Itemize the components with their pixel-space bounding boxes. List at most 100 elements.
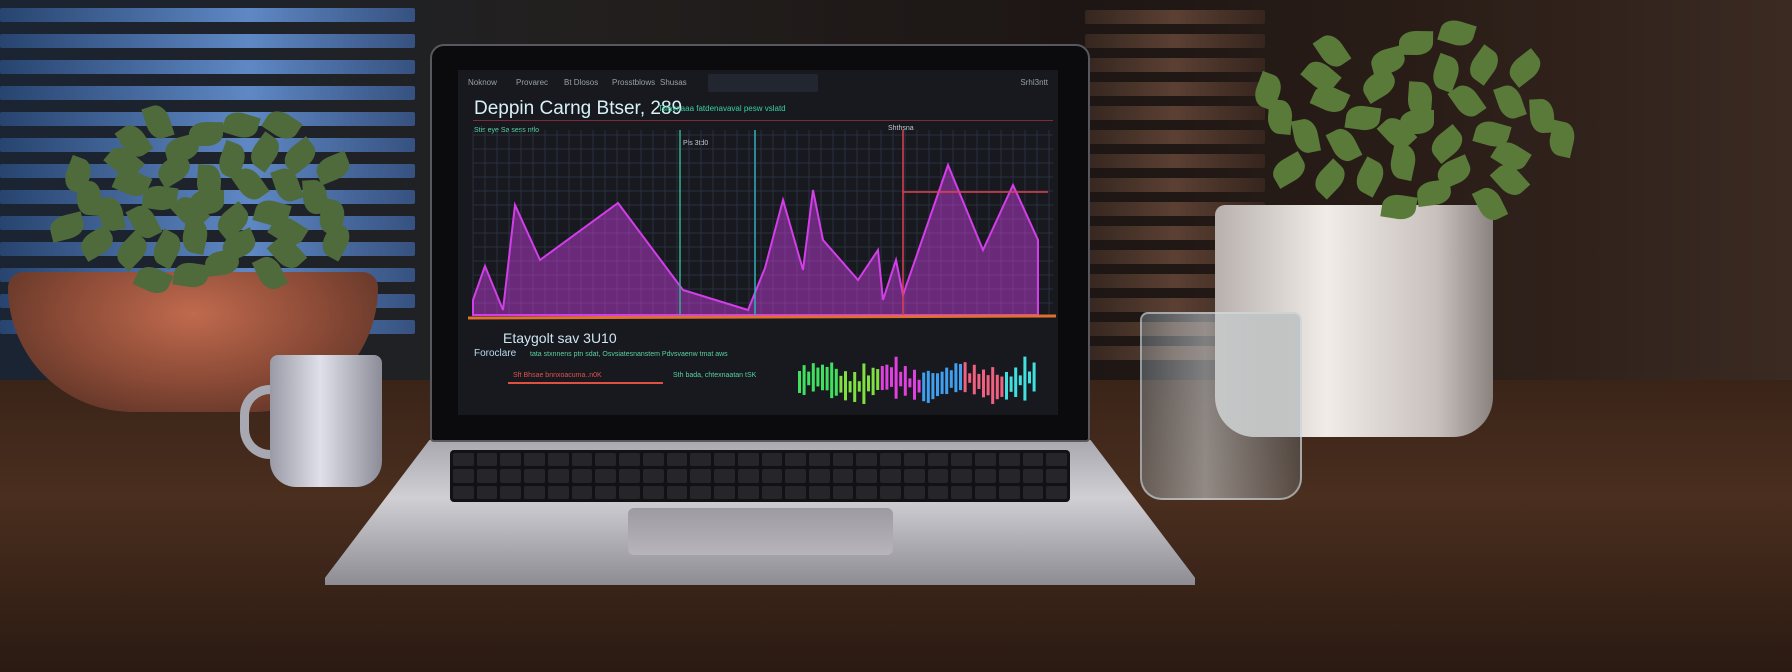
key bbox=[524, 453, 545, 467]
mini-multicolor-chart bbox=[798, 356, 1036, 404]
blind-slat bbox=[1085, 82, 1265, 96]
mini-bar bbox=[899, 371, 903, 387]
key bbox=[832, 469, 854, 483]
key bbox=[1046, 485, 1067, 499]
key bbox=[856, 485, 878, 499]
key bbox=[998, 485, 1020, 499]
mini-bar bbox=[1032, 362, 1036, 392]
key bbox=[453, 453, 474, 467]
key bbox=[927, 453, 949, 467]
blind-slat bbox=[0, 242, 415, 256]
mini-bar bbox=[867, 375, 870, 392]
key bbox=[951, 453, 973, 467]
key bbox=[595, 469, 617, 483]
blind-slat bbox=[0, 112, 415, 126]
mini-bar bbox=[977, 373, 981, 389]
key bbox=[690, 453, 712, 467]
blind-slat bbox=[0, 8, 415, 22]
blind-slat bbox=[1085, 178, 1265, 192]
key bbox=[1046, 453, 1067, 467]
key bbox=[1022, 453, 1044, 467]
trackpad bbox=[628, 508, 893, 555]
mini-bar bbox=[991, 367, 995, 404]
key bbox=[808, 469, 830, 483]
blind-slat bbox=[1085, 58, 1265, 72]
key bbox=[714, 485, 735, 499]
key bbox=[880, 469, 901, 483]
mini-bar bbox=[995, 374, 999, 400]
nav-item[interactable]: Provarec bbox=[516, 78, 549, 87]
key bbox=[690, 469, 712, 483]
key bbox=[785, 469, 806, 483]
blind-slat bbox=[0, 34, 415, 48]
mini-bar bbox=[926, 370, 930, 403]
blind-slat bbox=[0, 86, 415, 100]
nav-item[interactable]: Shusas bbox=[660, 78, 687, 87]
key bbox=[832, 453, 854, 467]
mini-bar bbox=[802, 365, 806, 395]
row-1: Sft Bhsae bnnxoacuma..n0K bbox=[513, 372, 602, 379]
mini-bar bbox=[862, 363, 866, 404]
key bbox=[714, 469, 735, 483]
coffee-cup bbox=[270, 355, 382, 487]
leaf bbox=[1398, 30, 1434, 56]
leaf bbox=[188, 121, 224, 147]
key bbox=[998, 453, 1020, 467]
mini-bar bbox=[972, 364, 976, 395]
mini-bar bbox=[890, 367, 893, 387]
cup-handle bbox=[240, 385, 289, 459]
key bbox=[880, 453, 901, 467]
x-axis bbox=[467, 314, 1057, 320]
nav-item[interactable]: Prosstblows bbox=[612, 78, 656, 87]
mini-bar bbox=[945, 367, 949, 395]
mini-bar bbox=[917, 379, 921, 393]
search-bar[interactable] bbox=[708, 74, 818, 92]
blind-slat bbox=[1085, 154, 1265, 168]
mini-bar bbox=[1005, 371, 1008, 400]
key bbox=[975, 485, 996, 499]
mini-bar bbox=[834, 368, 838, 396]
key bbox=[571, 485, 593, 499]
key bbox=[453, 469, 474, 483]
page-title: Deppin Carng Btser, 289 bbox=[474, 98, 683, 119]
mini-bar bbox=[959, 363, 962, 391]
mini-bar bbox=[936, 373, 939, 397]
key bbox=[1022, 485, 1044, 499]
key bbox=[903, 485, 925, 499]
area-series bbox=[472, 162, 1039, 316]
key bbox=[666, 453, 688, 467]
mini-bar bbox=[848, 381, 852, 393]
key bbox=[998, 469, 1020, 483]
mini-bar bbox=[816, 367, 820, 387]
key bbox=[951, 469, 973, 483]
key bbox=[500, 485, 522, 499]
top-right-label: Srhl3ntt bbox=[1020, 78, 1048, 87]
mini-bar bbox=[844, 371, 847, 401]
key bbox=[476, 469, 498, 483]
nav-item[interactable]: Bt Dlosos bbox=[564, 78, 599, 87]
row-1-bar bbox=[508, 382, 663, 384]
blind-slat bbox=[1085, 106, 1265, 120]
nav-item[interactable]: Noknow bbox=[468, 78, 497, 87]
key bbox=[547, 469, 569, 483]
key bbox=[856, 453, 878, 467]
mini-bar bbox=[821, 364, 824, 391]
mini-bar bbox=[986, 375, 990, 396]
key bbox=[524, 485, 545, 499]
mini-bar bbox=[830, 362, 834, 399]
key bbox=[951, 485, 973, 499]
key bbox=[619, 485, 640, 499]
mini-bar bbox=[940, 371, 944, 394]
mini-bar bbox=[885, 364, 889, 390]
mini-bar bbox=[1000, 376, 1004, 397]
key bbox=[737, 453, 759, 467]
key bbox=[927, 469, 949, 483]
chart-note-left: Stis eye Sa sess ntlo bbox=[474, 127, 539, 134]
key bbox=[903, 453, 925, 467]
mini-bar bbox=[954, 363, 958, 393]
mini-bar bbox=[894, 356, 898, 399]
key bbox=[761, 469, 783, 483]
mini-bar bbox=[798, 371, 801, 393]
mini-bar bbox=[807, 371, 811, 386]
mini-bar bbox=[1028, 371, 1031, 384]
